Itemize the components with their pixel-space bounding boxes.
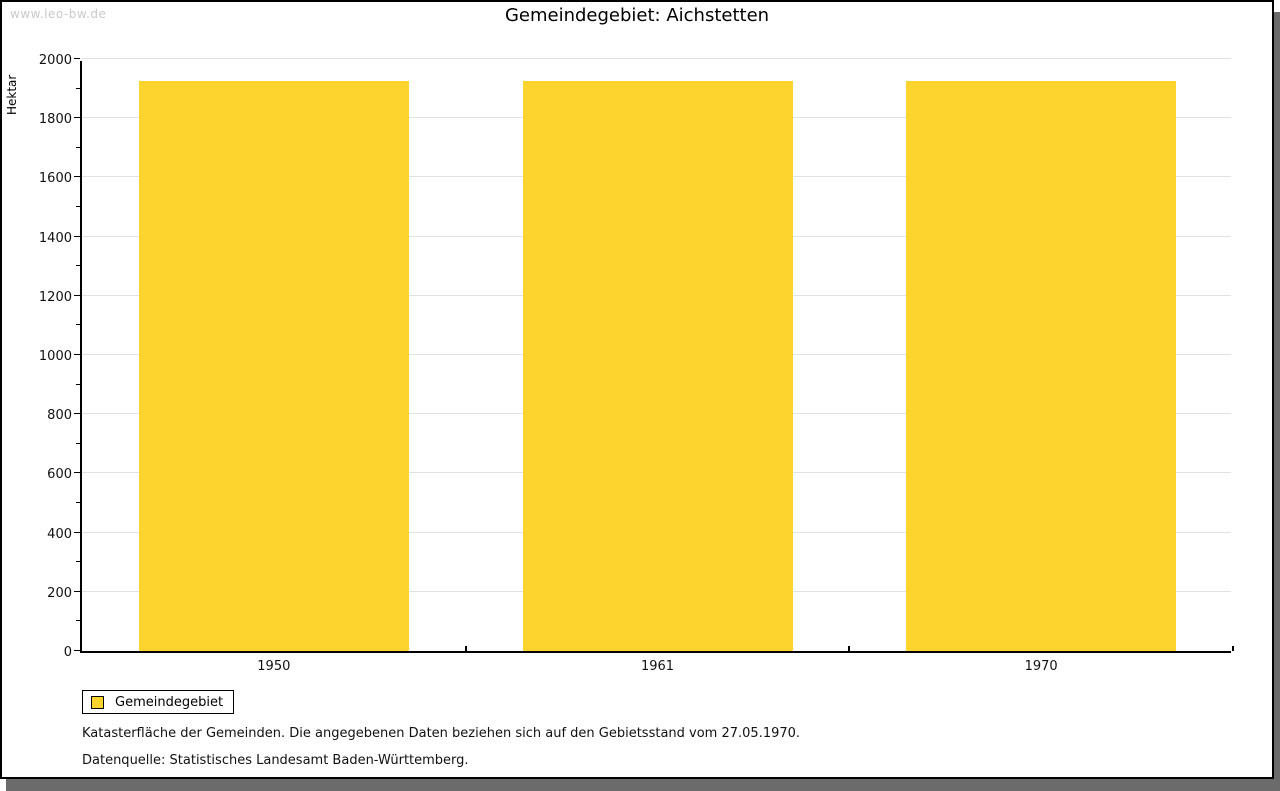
footnote-source: Datenquelle: Statistisches Landesamt Bad… xyxy=(82,753,469,768)
y-tick-label: 800 xyxy=(47,408,72,424)
y-tick-minor xyxy=(76,442,80,444)
x-tick xyxy=(1232,646,1234,651)
legend: Gemeindegebiet xyxy=(82,690,234,714)
watermark: www.leo-bw.de xyxy=(10,7,107,21)
y-tick-minor xyxy=(76,502,80,503)
y-tick-major xyxy=(74,650,80,651)
y-tick-major xyxy=(74,176,80,178)
y-tick-minor xyxy=(76,206,80,207)
y-tick-label: 200 xyxy=(47,585,72,601)
y-tick-minor xyxy=(76,383,80,385)
gridline xyxy=(82,58,1231,59)
bar xyxy=(522,81,793,651)
y-tick-label: 400 xyxy=(47,526,72,542)
x-tick-label: 1970 xyxy=(1024,659,1058,674)
y-tick-major xyxy=(74,590,80,592)
y-tick-major xyxy=(74,58,80,59)
x-tick-label: 1950 xyxy=(257,659,291,674)
y-tick-major xyxy=(74,235,80,237)
y-tick-major xyxy=(74,117,80,119)
y-tick-minor xyxy=(76,265,80,267)
bar xyxy=(138,81,409,651)
y-tick-minor xyxy=(76,561,80,563)
y-tick-label: 1400 xyxy=(38,230,72,246)
y-tick-label: 1200 xyxy=(38,289,72,305)
y-tick-major xyxy=(74,354,80,355)
x-tick-label: 1961 xyxy=(640,659,675,674)
y-tick-major xyxy=(74,531,80,533)
y-tick-minor xyxy=(76,146,80,148)
x-tick xyxy=(848,646,851,651)
y-tick-label: 2000 xyxy=(38,53,72,68)
y-tick-major xyxy=(74,294,80,296)
y-tick-minor xyxy=(76,620,80,622)
y-axis-label: Hektar xyxy=(5,74,19,115)
y-tick-major xyxy=(74,472,80,474)
y-tick-label: 1000 xyxy=(38,349,72,364)
plot-area: 0 200 400 600 800 1000 1200 1400 1600 1800 2000 195… xyxy=(39,53,1234,674)
x-tick xyxy=(464,646,467,651)
bar xyxy=(906,81,1177,651)
chart-title: Gemeindegebiet: Aichstetten xyxy=(504,5,770,26)
y-tick-label: 1800 xyxy=(38,112,72,128)
legend-swatch xyxy=(91,695,104,709)
y-tick-minor xyxy=(76,87,80,89)
legend-label: Gemeindegebiet xyxy=(115,694,224,710)
y-tick-label: 0 xyxy=(63,645,72,660)
footnote-description: Katasterfläche der Gemeinden. Die angege… xyxy=(82,726,801,741)
y-tick-label: 600 xyxy=(47,467,72,483)
y-tick-minor xyxy=(76,324,80,326)
y-tick-major xyxy=(74,413,80,415)
y-tick-label: 1600 xyxy=(38,171,72,187)
